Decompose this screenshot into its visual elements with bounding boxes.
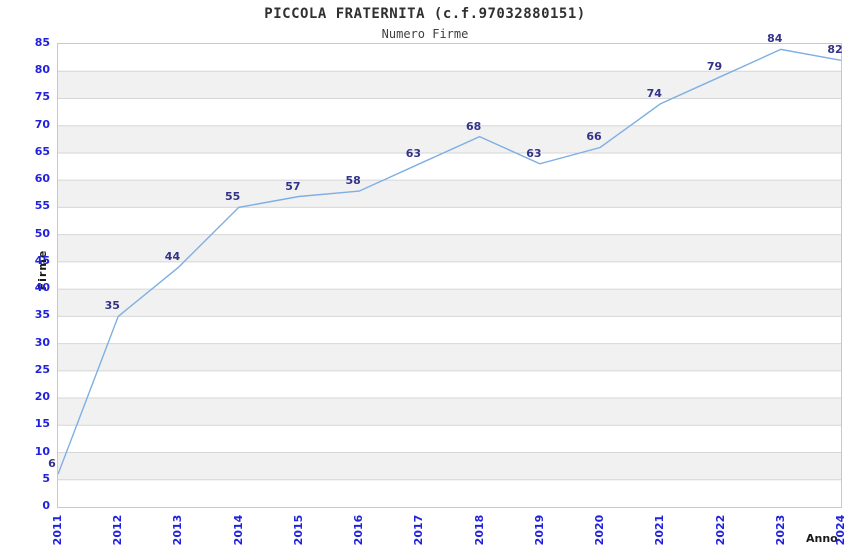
y-tick-label: 80: [34, 63, 50, 77]
y-tick-label: 25: [34, 362, 50, 376]
grid-band: [58, 125, 841, 153]
y-tick-label: 15: [34, 417, 50, 431]
y-tick-label: 10: [34, 444, 50, 458]
data-label: 6: [48, 457, 56, 471]
data-label: 57: [285, 179, 301, 193]
y-tick-label: 65: [34, 144, 50, 158]
x-tick-label: 2024: [833, 514, 847, 546]
x-tick-label: 2011: [50, 514, 64, 546]
y-tick-label: 0: [42, 499, 50, 512]
data-label: 63: [526, 146, 542, 160]
y-tick-label: 60: [34, 172, 50, 186]
grid-band: [58, 343, 841, 371]
data-label: 66: [586, 130, 602, 144]
y-tick-label: 20: [34, 390, 50, 404]
x-tick-label: 2013: [170, 514, 184, 546]
data-label: 58: [345, 174, 361, 188]
data-label: 68: [465, 119, 482, 133]
grid-band: [58, 289, 841, 317]
x-tick-label: 2019: [532, 514, 546, 546]
plot-area: [57, 43, 842, 508]
data-label: 35: [104, 299, 120, 313]
y-tick-label: 70: [34, 117, 50, 131]
y-tick-label: 50: [34, 226, 50, 240]
data-label: 63: [405, 146, 422, 160]
y-tick-label: 55: [34, 199, 50, 213]
x-tick-label: 2023: [773, 514, 787, 546]
x-axis-label: Anno: [806, 532, 838, 545]
chart-title: PICCOLA FRATERNITA (c.f.97032880151): [264, 6, 586, 22]
chart-canvas: [58, 48, 841, 481]
chart-subtitle: Numero Firme: [381, 27, 469, 41]
y-tick-label: 85: [34, 36, 50, 49]
grid-band: [58, 180, 841, 208]
y-tick-label: 45: [34, 253, 50, 267]
x-tick-label: 2017: [411, 514, 425, 546]
x-tick-label: 2020: [592, 514, 606, 546]
x-tick-label: 2022: [713, 514, 727, 546]
x-tick-label: 2021: [652, 514, 666, 546]
data-label: 82: [827, 43, 843, 57]
y-tick-label: 30: [34, 335, 50, 349]
x-tick-label: 2016: [351, 514, 365, 546]
x-tick-label: 2015: [291, 514, 305, 546]
y-tick-label: 35: [34, 308, 50, 322]
grid-band: [58, 71, 841, 99]
y-tick-label: 40: [34, 281, 50, 295]
x-tick-label: 2018: [472, 514, 486, 546]
x-tick-label: 2012: [110, 514, 124, 546]
data-label: 44: [164, 250, 181, 264]
data-label: 74: [646, 86, 662, 100]
data-label: 55: [225, 190, 241, 204]
x-tick-label: 2014: [231, 514, 245, 546]
grid-band: [58, 398, 841, 426]
y-tick-label: 75: [34, 90, 50, 104]
data-label: 84: [767, 32, 783, 46]
series-line: [58, 48, 841, 475]
data-label: 79: [706, 59, 723, 73]
grid-band: [58, 452, 841, 480]
y-tick-label: 5: [42, 471, 50, 485]
